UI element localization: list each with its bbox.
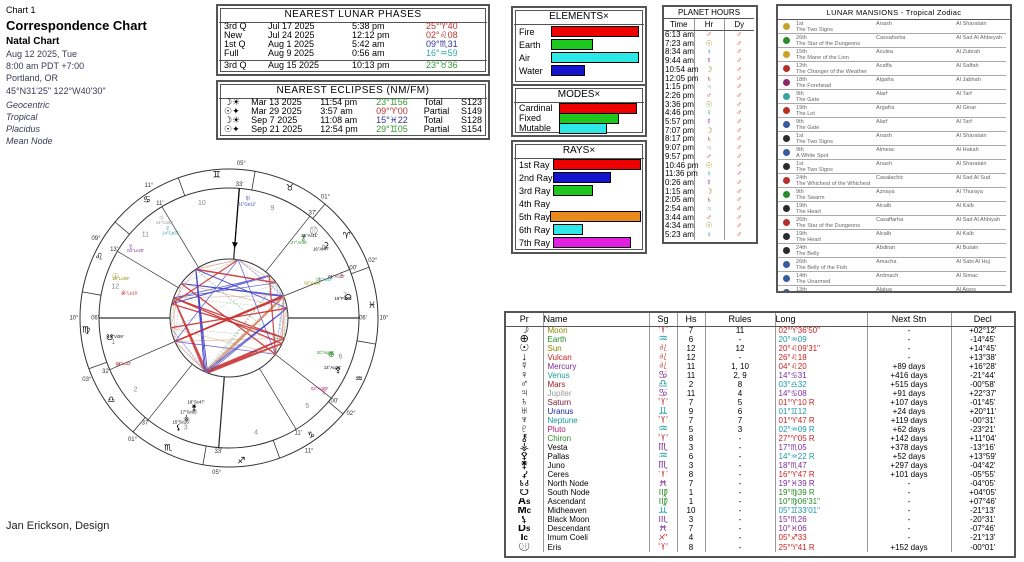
svg-text:13': 13' (110, 247, 118, 253)
svg-text:♐︎: ♐︎ (237, 455, 245, 465)
svg-text:15°Sc26': 15°Sc26' (172, 420, 189, 425)
svg-text:09°: 09° (91, 236, 101, 242)
svg-text:10: 10 (198, 200, 206, 207)
svg-text:11°: 11° (145, 183, 154, 189)
svg-text:00': 00' (330, 398, 338, 404)
svg-text:02°: 02° (368, 258, 378, 264)
svg-text:♓︎: ♓︎ (368, 300, 376, 310)
svg-text:14°Ca08': 14°Ca08' (156, 220, 174, 225)
svg-text:25°Ar41': 25°Ar41' (301, 233, 318, 238)
svg-text:4: 4 (254, 430, 258, 437)
svg-text:01°: 01° (128, 437, 138, 443)
svg-text:11°: 11° (305, 448, 314, 454)
svg-text:♋︎: ♋︎ (143, 195, 151, 205)
svg-text:♍︎: ♍︎ (82, 325, 90, 335)
svg-text:26°Le18': 26°Le18' (121, 291, 138, 296)
svg-text:00': 00' (349, 266, 357, 272)
svg-text:18°Sc47': 18°Sc47' (188, 399, 205, 404)
svg-text:♑︎: ♑︎ (307, 430, 315, 440)
svg-text:♈︎: ♈︎ (343, 230, 351, 240)
svg-text:01°: 01° (321, 194, 331, 200)
svg-text:11: 11 (142, 232, 149, 239)
svg-text:10°: 10° (69, 316, 79, 322)
svg-text:04°Le20': 04°Le20' (127, 248, 144, 253)
svg-text:11': 11' (156, 201, 163, 207)
svg-text:20°Le09': 20°Le09' (112, 276, 129, 281)
svg-text:05°: 05° (212, 470, 222, 476)
svg-text:05°: 05° (237, 161, 247, 167)
svg-text:02°Aq09': 02°Aq09' (311, 386, 329, 391)
svg-text:♏︎: ♏︎ (164, 442, 172, 452)
svg-text:♊︎: ♊︎ (213, 169, 221, 179)
svg-text:06': 06' (91, 316, 99, 322)
svg-text:01°Ar47': 01°Ar47' (316, 277, 333, 282)
svg-text:14°Ca31': 14°Ca31' (162, 230, 180, 235)
svg-text:33': 33' (236, 182, 244, 188)
svg-text:33': 33' (214, 449, 222, 455)
svg-text:03°Li32': 03°Li32' (116, 361, 132, 366)
svg-text:2: 2 (133, 387, 137, 394)
svg-text:5: 5 (305, 403, 309, 410)
svg-text:11': 11' (295, 430, 302, 436)
svg-text:02°: 02° (346, 411, 356, 417)
svg-text:3: 3 (184, 425, 188, 432)
svg-text:06': 06' (359, 316, 367, 322)
svg-text:♉︎: ♉︎ (286, 182, 294, 192)
svg-text:01°Ge12': 01°Ge12' (238, 202, 256, 207)
svg-text:27°Ar05': 27°Ar05' (291, 240, 308, 245)
svg-text:♎︎: ♎︎ (107, 394, 115, 404)
svg-text:16°Ar47': 16°Ar47' (313, 246, 330, 251)
svg-text:37': 37' (308, 211, 316, 217)
svg-text:19°Pi39': 19°Pi39' (334, 296, 350, 301)
svg-text:14°Aq22': 14°Aq22' (324, 365, 342, 370)
svg-text:03°: 03° (82, 377, 92, 383)
svg-text:6: 6 (339, 353, 343, 360)
svg-text:♒︎: ♒︎ (355, 373, 363, 383)
svg-text:37': 37' (142, 420, 150, 426)
svg-text:♌︎: ♌︎ (95, 251, 103, 261)
svg-text:12: 12 (111, 283, 119, 290)
svg-text:9: 9 (270, 205, 274, 212)
svg-text:10°: 10° (379, 316, 389, 322)
svg-text:32': 32' (102, 369, 110, 375)
svg-text:19°Vi39': 19°Vi39' (108, 334, 124, 339)
svg-text:20°Aq09': 20°Aq09' (317, 350, 335, 355)
